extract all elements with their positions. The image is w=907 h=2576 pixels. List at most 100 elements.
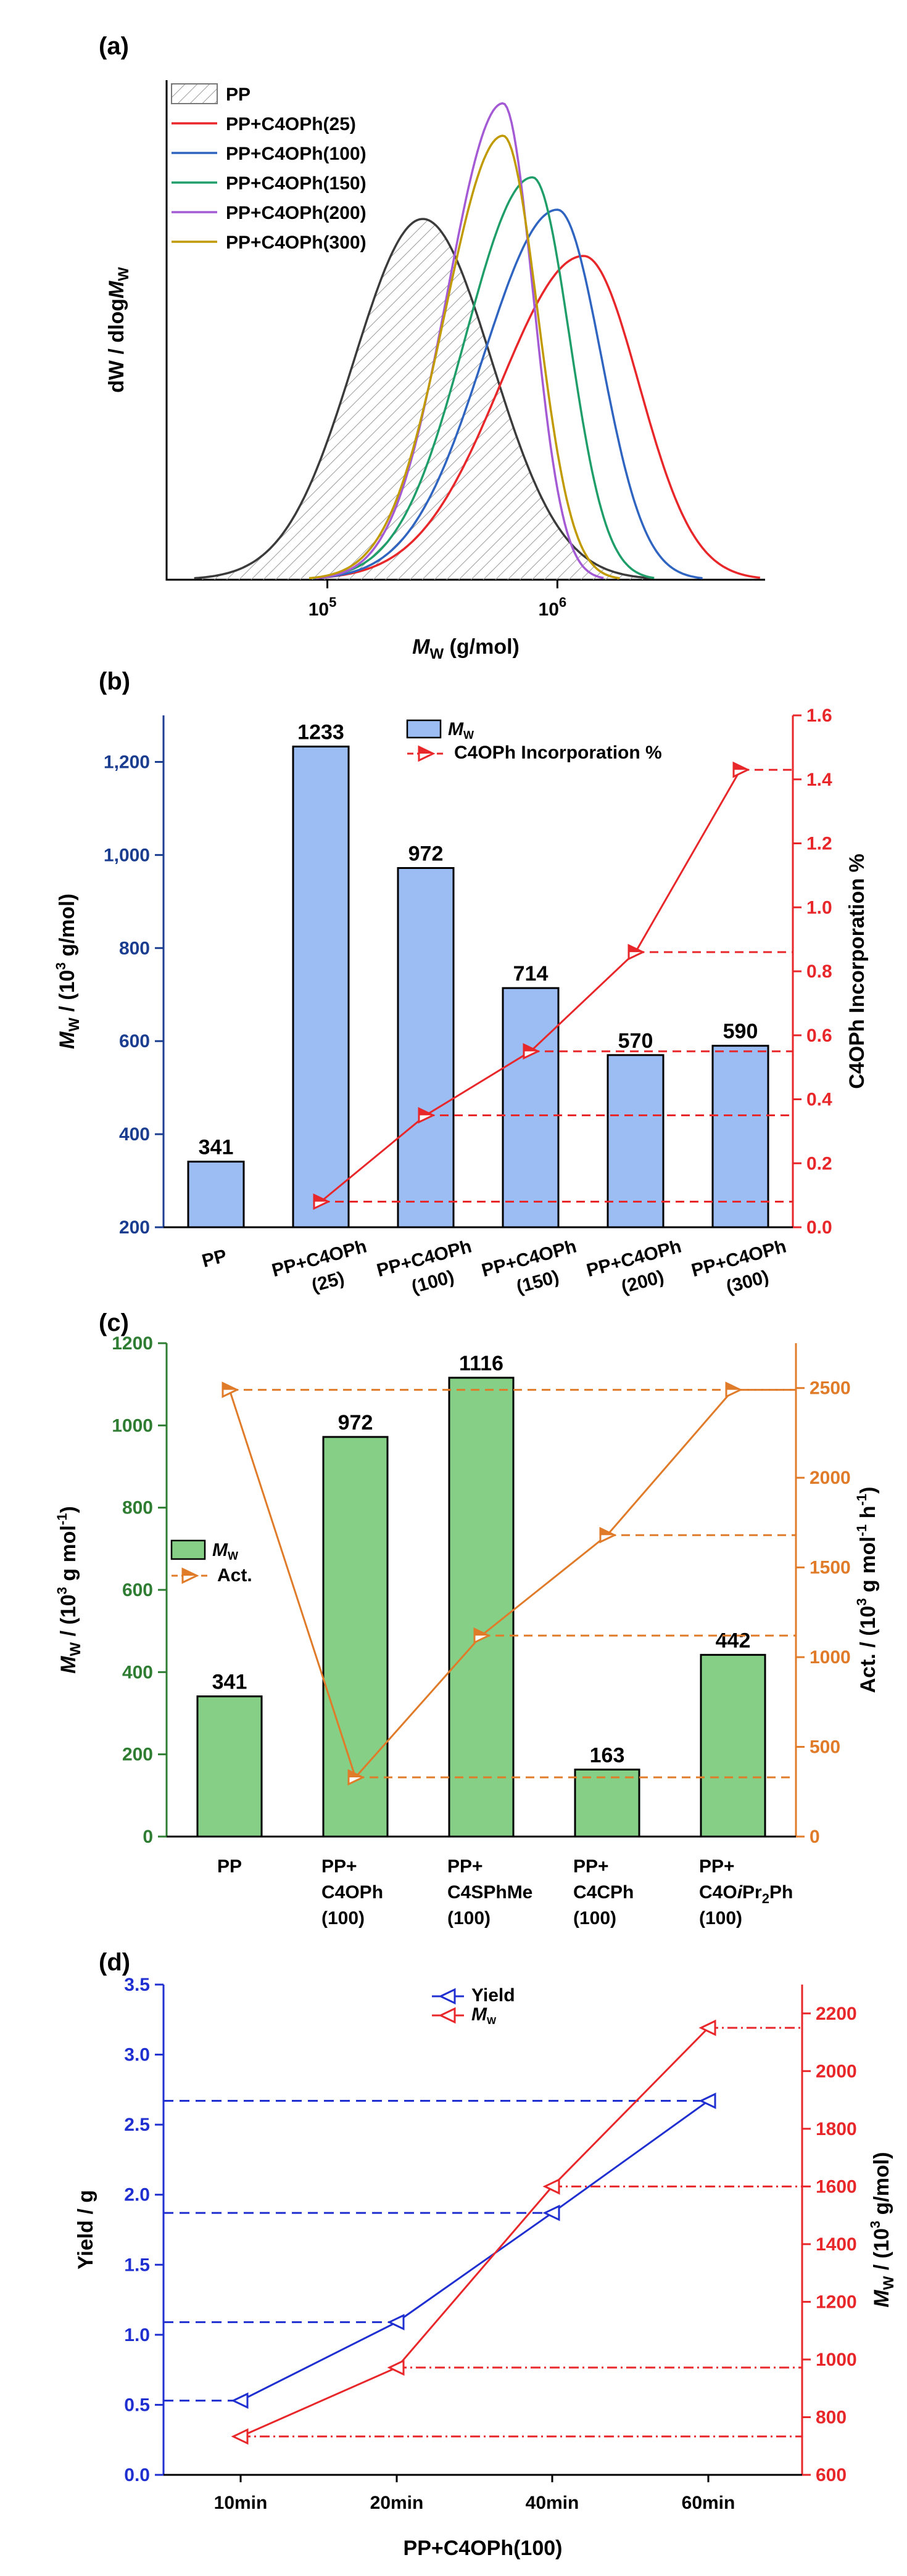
y-tick-label-right-b: 0.0 (806, 1217, 832, 1238)
panel-d: (d) 0.0 0.5 1.0 1.5 2.0 2.5 3.0 3.5 600 800 1000 120… (74, 1949, 897, 2560)
legend-swatch-bar-c (170, 1539, 206, 1560)
activity-point-c-0-fill (223, 1383, 237, 1390)
category-label-b: (300) (724, 1267, 771, 1298)
y-tick-label-right-b: 1.2 (806, 834, 832, 854)
category-label-c: PP (217, 1856, 242, 1877)
y-label-tail: ) (856, 1487, 880, 1494)
bar-value-label-b-2: 972 (408, 842, 444, 865)
y-axis-label-left-d: Yield / g (74, 2190, 97, 2269)
y-tick-label-right-b: 1.0 (806, 897, 832, 918)
panel-label-b: (b) (99, 668, 130, 695)
y-tick-label-right-d: 1800 (816, 2119, 857, 2139)
yield-point-d-3 (698, 2092, 716, 2109)
y-axis-label-main: dW / dlog (105, 298, 128, 393)
y-tick-label-right-c: 1000 (810, 1647, 851, 1668)
legend-swatch-bar-b (406, 719, 442, 739)
y-label-sub: W (66, 1018, 83, 1032)
category-label-c: C4CPh (573, 1882, 634, 1903)
category-label-c: (100) (447, 1908, 491, 1928)
legend-mw-sub: W (463, 729, 474, 741)
y-tick-label-left-c: 0 (143, 1827, 153, 1847)
bar-value-label-b-4: 570 (618, 1029, 653, 1053)
y-tick-label-right-d: 600 (816, 2465, 847, 2485)
y-tick-label-left-b: 1,200 (104, 752, 150, 772)
category-label-c: PP+ (321, 1856, 357, 1877)
bar-c-2 (448, 1376, 515, 1838)
y-label-sup: 3 (854, 1598, 869, 1605)
y-label-main: M (870, 2290, 893, 2308)
y-axis-label-sub: W (115, 267, 132, 281)
category-label-b: (200) (619, 1267, 666, 1298)
y-tick-label-left-c: 800 (122, 1498, 153, 1518)
yield-point-d-1 (387, 2314, 405, 2331)
y-tick-label-left-c: 400 (122, 1662, 153, 1682)
y-label-rest2: h (856, 1506, 880, 1525)
series-line-a-1 (311, 255, 760, 580)
y-tick-label-right-c: 500 (810, 1737, 840, 1758)
y-tick-label-right-d: 1400 (816, 2234, 857, 2255)
series-line-a-4 (316, 102, 604, 580)
legend-label-mw: MW (471, 2004, 497, 2027)
y-label-sup: 3 (868, 2221, 883, 2228)
category-label-b: (25) (310, 1268, 347, 1296)
incorporation-point-b-4-fill (629, 945, 643, 952)
y-tick-label-right-b: 0.4 (806, 1090, 832, 1110)
incorporation-point-b-2-fill (419, 1108, 433, 1116)
y-tick-label-left-d: 2.5 (124, 2115, 150, 2135)
y-label-rest: g mol (856, 1536, 880, 1598)
x-tick-label-a: 106 (539, 595, 567, 620)
x-tick-label-d: 40min (526, 2493, 579, 2513)
cat-part: C4O (699, 1882, 737, 1903)
category-label-c: C4OPh (321, 1882, 383, 1903)
y-tick-label-left-c: 1000 (112, 1415, 153, 1436)
category-label-b: (150) (514, 1267, 561, 1298)
x-tick-exp: 6 (559, 595, 566, 610)
y-label-sub: W (880, 2276, 897, 2290)
bar-b-3 (502, 987, 560, 1228)
y-tick-label-right-b: 0.6 (806, 1026, 832, 1046)
incorporation-point-b-3-fill (524, 1044, 538, 1051)
series-line-a-0 (194, 218, 652, 580)
y-label-tail: g/mol) (56, 894, 79, 962)
y-tick-label-left-b: 1,000 (104, 845, 150, 865)
legend-label-line-c: Act. (217, 1565, 252, 1586)
legend-label-bar-b: MW (448, 719, 474, 741)
legend-marker-yield (438, 1988, 456, 2005)
x-axis-label-a: MW (g/mol) (412, 635, 520, 662)
y-label-tail: g/mol) (870, 2152, 893, 2220)
y-axis-label-left-b: MW / (103 g/mol) (53, 894, 83, 1049)
legend-label-line-b: C4OPh Incorporation % (454, 743, 662, 763)
mw-point-d-1 (387, 2359, 405, 2376)
panel-label-a: (a) (99, 33, 129, 60)
x-axis-label-main: M (412, 635, 430, 659)
legend-marker-mw (438, 2007, 456, 2024)
y-tick-label-left-d: 0.0 (124, 2465, 150, 2485)
activity-point-c-2-fill (474, 1629, 489, 1636)
y-tick-label-left-d: 1.0 (124, 2325, 150, 2345)
panel-label-d: (d) (99, 1949, 130, 1976)
y-tick-label-right-d: 1000 (816, 2350, 857, 2370)
y-label-tail: g mol (57, 1525, 80, 1587)
y-tick-label-right-b: 1.6 (806, 706, 832, 726)
cat-part: i (737, 1882, 743, 1903)
y-tick-label-right-b: 0.8 (806, 961, 832, 982)
x-tick-label-a: 105 (309, 595, 337, 620)
y-tick-label-right-c: 2000 (810, 1468, 851, 1488)
panel-label-c: (c) (99, 1309, 129, 1336)
y-label-sup: 3 (53, 962, 68, 969)
y-tick-label-left-d: 0.5 (124, 2395, 150, 2415)
y-tick-label-left-b: 200 (119, 1217, 150, 1238)
bar-value-label-c-1: 972 (338, 1411, 373, 1434)
y-label-sup2: -1 (854, 1525, 869, 1537)
category-label-b: PP (200, 1246, 229, 1272)
x-tick-base: 10 (539, 599, 559, 620)
y-tick-label-right-c: 0 (810, 1827, 820, 1847)
legend-mw-sub: W (228, 1550, 238, 1562)
legend-label-a-4: PP+C4OPh(200) (226, 203, 367, 223)
category-label-c: C4SPhMe (447, 1882, 532, 1903)
y-label-rest: / (10 (870, 2228, 893, 2276)
cat-part: Pr (742, 1882, 762, 1903)
y-tick-label-left-d: 3.5 (124, 1975, 150, 1995)
category-label-c: (100) (699, 1908, 742, 1928)
